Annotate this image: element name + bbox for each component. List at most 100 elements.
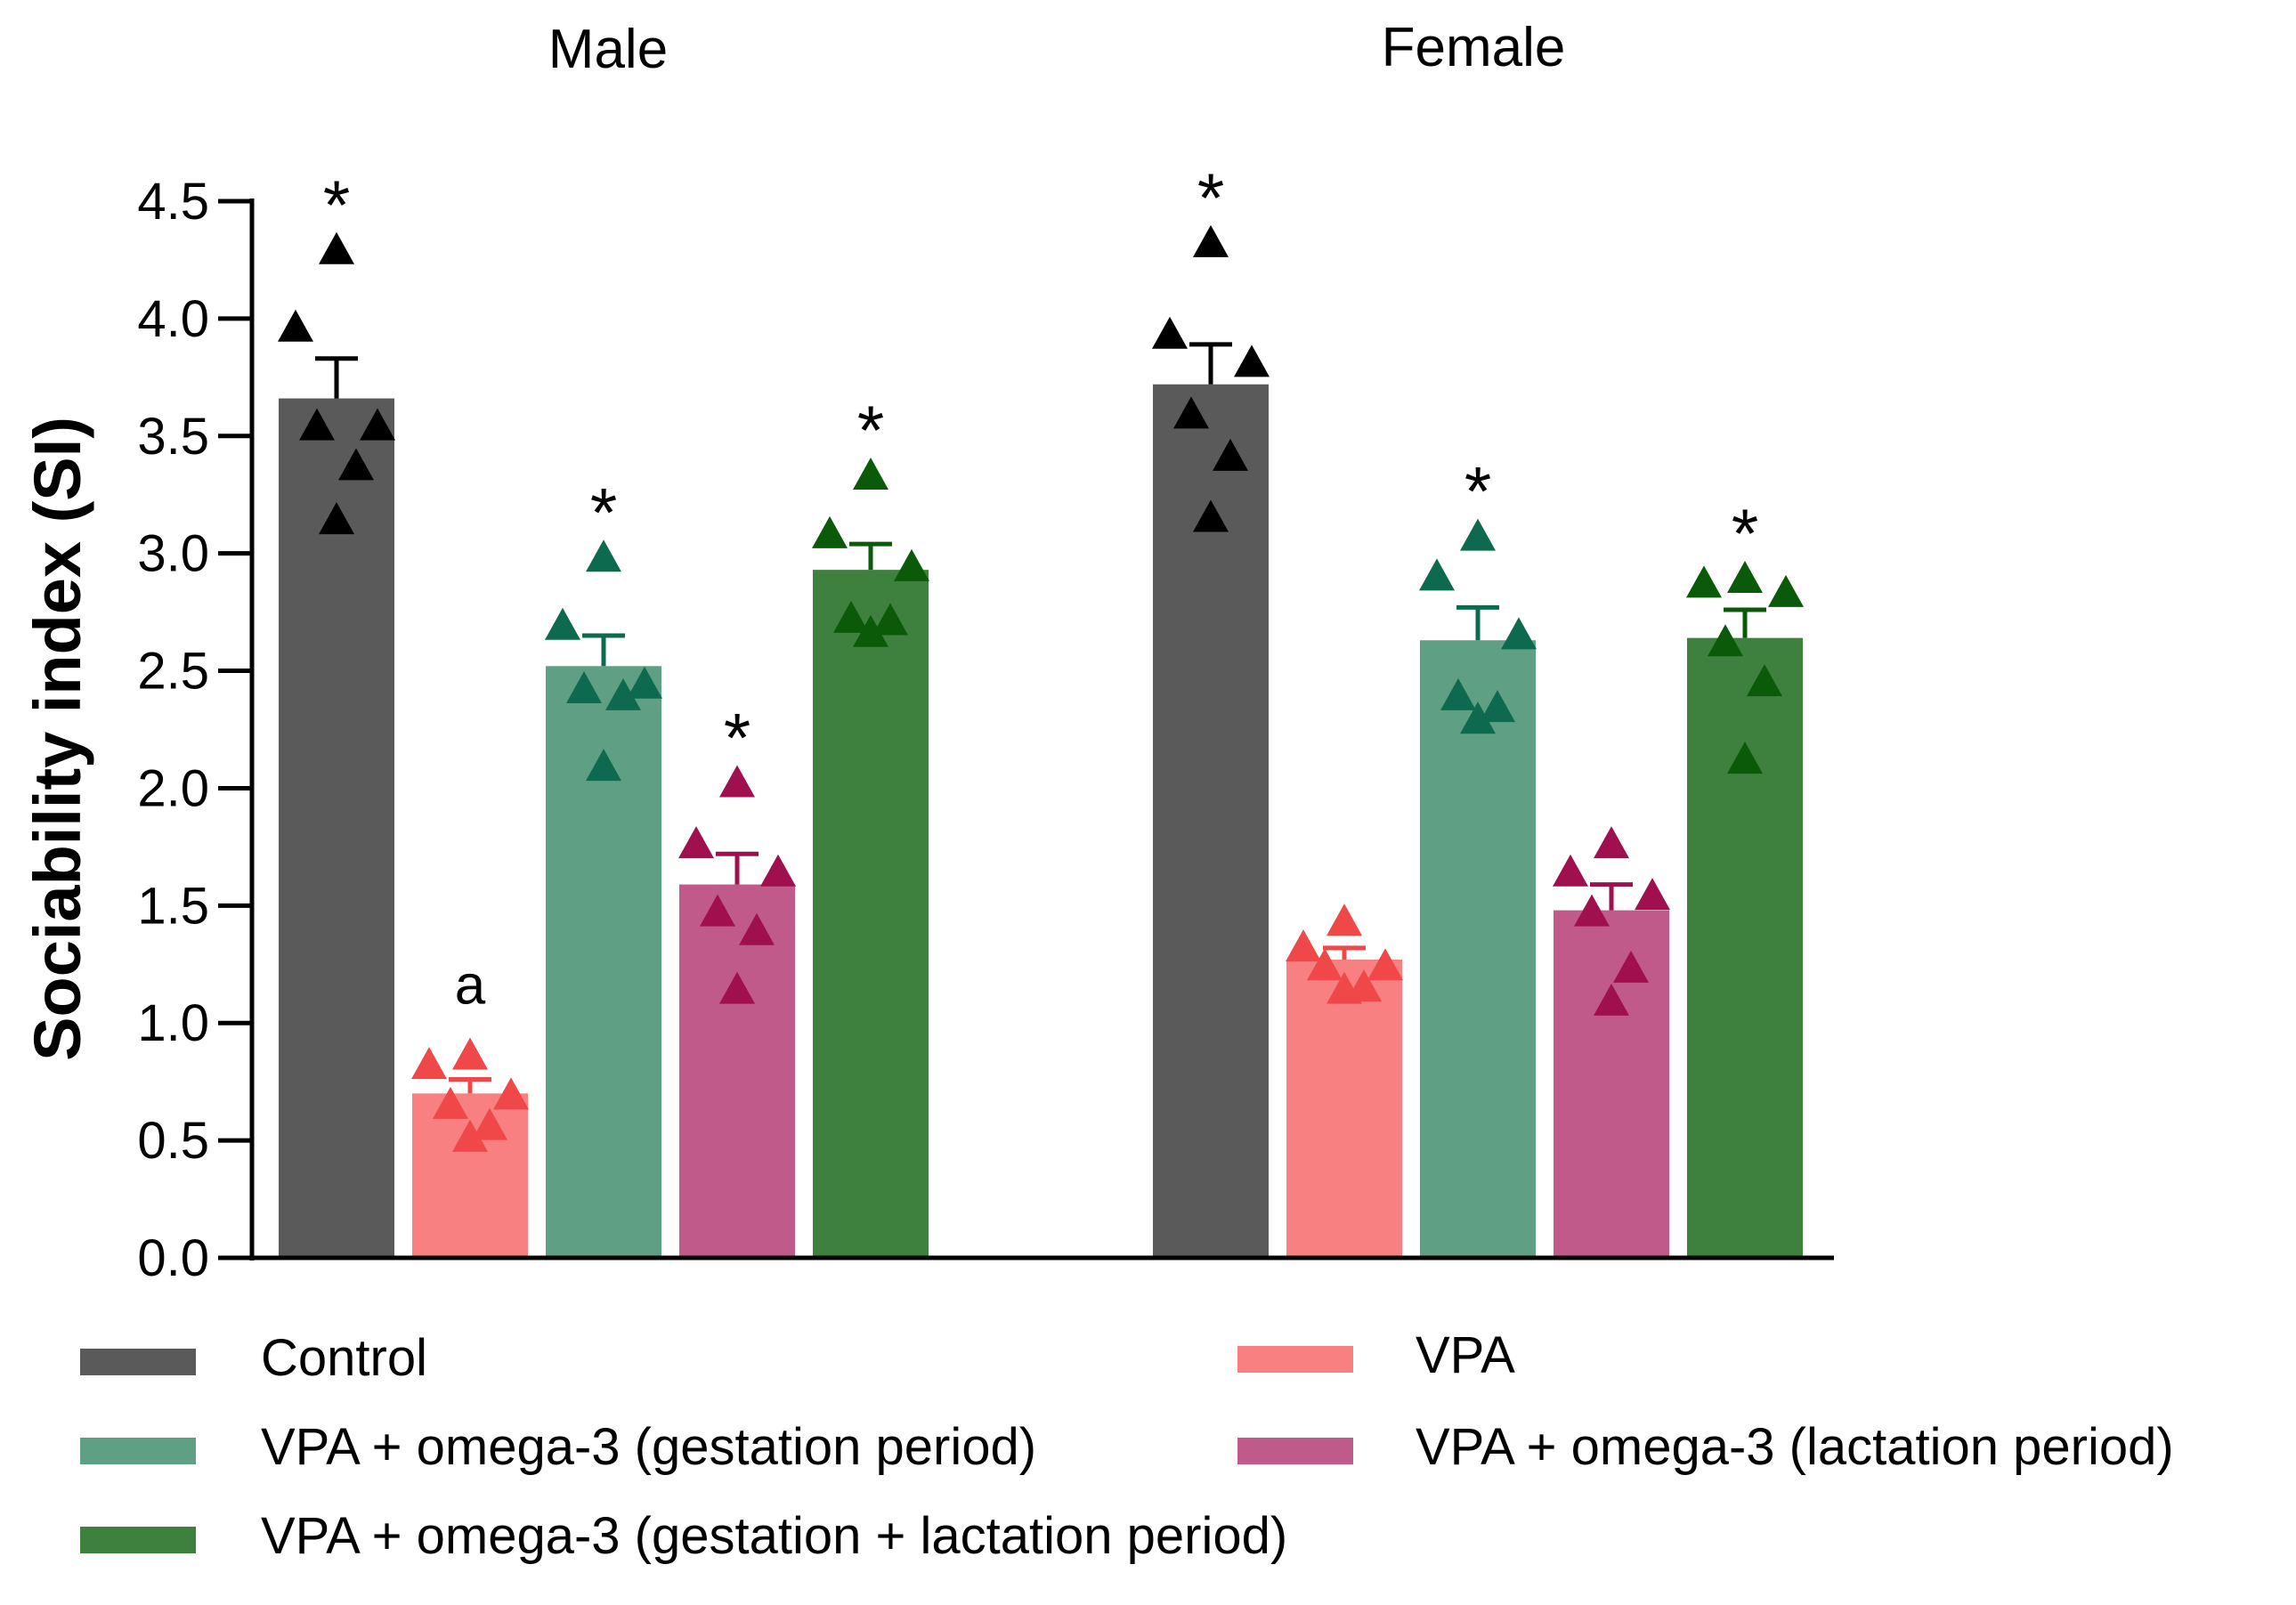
significance-star: * <box>1732 494 1758 572</box>
y-tick-label: 0.0 <box>137 1229 209 1287</box>
data-point-marker <box>278 309 313 342</box>
significance-star: * <box>724 699 750 777</box>
error-bars-layer <box>315 342 1766 1094</box>
significance-star: * <box>1464 452 1491 531</box>
data-point-marker <box>760 854 796 887</box>
bar-0-0 <box>279 398 394 1258</box>
data-point-marker <box>812 515 848 548</box>
data-point-marker <box>1708 624 1743 657</box>
data-point-marker <box>739 912 775 945</box>
data-point-marker <box>1727 561 1763 594</box>
data-point-marker <box>1501 617 1537 650</box>
data-point-marker <box>472 1107 507 1140</box>
data-point-marker <box>1326 971 1362 1004</box>
legend-swatch <box>1237 1438 1353 1464</box>
data-point-marker <box>719 765 755 798</box>
data-point-marker <box>700 894 735 927</box>
data-point-marker <box>299 408 335 441</box>
data-point-marker <box>319 502 354 535</box>
data-point-marker <box>1553 854 1588 887</box>
y-tick-label: 4.5 <box>137 173 209 231</box>
data-point-marker <box>894 548 929 581</box>
significance-star: * <box>323 166 350 244</box>
data-point-marker <box>586 749 621 782</box>
data-point-marker <box>872 603 908 636</box>
data-point-marker <box>1686 565 1722 598</box>
legend-label: VPA + omega-3 (gestation + lactation per… <box>261 1507 1287 1565</box>
y-axis-title: Sociability index (SI) <box>20 417 94 1061</box>
significance-letter: a <box>455 955 486 1017</box>
bar-0-3 <box>679 884 795 1258</box>
bar-1-3 <box>1554 910 1669 1258</box>
data-point-marker <box>566 671 602 704</box>
y-tick-label: 3.0 <box>137 525 209 583</box>
data-point-marker <box>452 1037 488 1070</box>
y-tick-label: 2.0 <box>137 759 209 817</box>
data-point-marker <box>433 1086 468 1119</box>
legend-label: Control <box>261 1329 427 1387</box>
data-point-marker <box>678 826 714 859</box>
data-point-marker <box>853 457 888 490</box>
data-point-marker <box>1594 826 1629 859</box>
data-point-marker <box>1747 664 1782 697</box>
y-tick-label: 2.5 <box>137 643 209 701</box>
data-point-marker <box>1613 950 1649 983</box>
data-point-marker <box>1594 983 1629 1016</box>
data-point-marker <box>1213 438 1248 471</box>
legend: Control VPA VPA + omega-3 (gestation perio… <box>80 1326 2174 1565</box>
significance-star: * <box>590 473 617 551</box>
legend-swatch <box>80 1438 196 1464</box>
data-point-marker <box>605 677 641 710</box>
legend-swatch <box>80 1349 196 1375</box>
data-point-marker <box>411 1047 447 1080</box>
annotations-layer: * * a * * * * * <box>323 158 1758 1017</box>
data-point-marker <box>719 971 755 1004</box>
data-point-marker <box>1768 574 1804 607</box>
data-point-marker <box>452 1119 488 1152</box>
bar-1-1 <box>1286 960 1402 1258</box>
bar-0-1 <box>412 1093 528 1258</box>
data-point-marker <box>1173 396 1209 429</box>
data-point-marker <box>1193 224 1229 257</box>
legend-label: VPA <box>1416 1326 1515 1384</box>
y-tick-label: 3.5 <box>137 408 209 466</box>
legend-swatch <box>80 1527 196 1553</box>
data-points-layer <box>278 224 1804 1152</box>
y-axis-ticks: 0.0 0.5 1.0 1.5 2.0 2.5 3.0 3.5 4.0 4.5 <box>137 173 252 1287</box>
group-label-male: Male <box>548 19 668 80</box>
significance-star: * <box>1197 158 1224 237</box>
data-point-marker <box>493 1077 529 1110</box>
data-point-marker <box>1152 316 1188 349</box>
axes-layer: 0.0 0.5 1.0 1.5 2.0 2.5 3.0 3.5 4.0 4.5 <box>137 173 1834 1287</box>
data-point-marker <box>1480 690 1515 723</box>
group-label-female: Female <box>1382 17 1566 78</box>
y-tick-label: 1.5 <box>137 877 209 935</box>
data-point-marker <box>1460 518 1496 551</box>
data-point-marker <box>338 448 374 481</box>
data-point-marker <box>586 539 621 572</box>
legend-label: VPA + omega-3 (lactation period) <box>1416 1418 2174 1476</box>
y-tick-label: 1.0 <box>137 994 209 1052</box>
data-point-marker <box>1234 345 1270 377</box>
data-point-marker <box>1440 677 1476 710</box>
data-point-marker <box>545 607 580 640</box>
data-point-marker <box>1635 878 1670 911</box>
data-point-marker <box>1286 929 1321 962</box>
y-tick-label: 0.5 <box>137 1112 209 1170</box>
data-point-marker <box>360 408 395 441</box>
data-point-marker <box>1326 904 1362 936</box>
bar-0-4 <box>813 570 929 1258</box>
legend-swatch <box>1237 1346 1353 1373</box>
y-tick-label: 4.0 <box>137 290 209 348</box>
data-point-marker <box>853 614 888 647</box>
data-point-marker <box>1460 701 1496 734</box>
data-point-marker <box>1367 948 1403 981</box>
data-point-marker <box>1574 894 1610 927</box>
bar-1-4 <box>1687 637 1803 1258</box>
legend-label: VPA + omega-3 (gestation period) <box>261 1418 1036 1476</box>
data-point-marker <box>1193 499 1229 532</box>
data-point-marker <box>319 231 354 264</box>
data-point-marker <box>627 666 662 699</box>
bars-layer <box>279 384 1803 1258</box>
